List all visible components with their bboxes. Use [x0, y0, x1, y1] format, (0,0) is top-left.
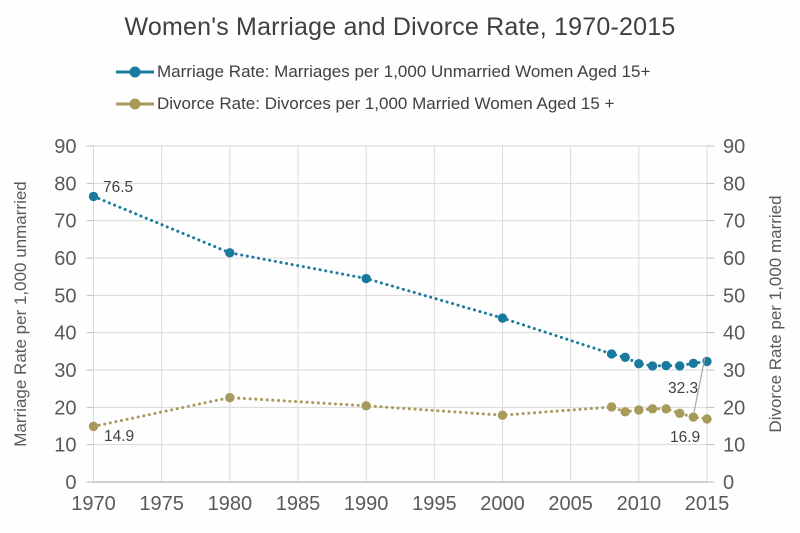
svg-text:30: 30	[54, 360, 76, 382]
divorce-series-marker-icon	[116, 98, 154, 110]
legend-label-divorce: Divorce Rate: Divorces per 1,000 Married…	[157, 94, 615, 113]
svg-text:1975: 1975	[139, 493, 184, 515]
svg-text:70: 70	[54, 211, 76, 233]
svg-text:40: 40	[54, 323, 76, 345]
legend: Marriage Rate: Marriages per 1,000 Unmar…	[116, 56, 650, 120]
svg-text:76.5: 76.5	[103, 179, 133, 196]
legend-item-marriage: Marriage Rate: Marriages per 1,000 Unmar…	[116, 56, 650, 88]
svg-text:60: 60	[54, 248, 76, 270]
svg-text:80: 80	[54, 173, 76, 195]
marriage-series-marker-icon	[116, 66, 154, 78]
svg-text:60: 60	[723, 248, 745, 270]
svg-text:1995: 1995	[412, 493, 457, 515]
svg-text:14.9: 14.9	[104, 428, 134, 445]
svg-text:90: 90	[723, 136, 745, 158]
svg-text:16.9: 16.9	[670, 429, 700, 446]
svg-text:50: 50	[54, 285, 76, 307]
legend-item-divorce: Divorce Rate: Divorces per 1,000 Married…	[116, 88, 650, 120]
svg-text:1980: 1980	[208, 493, 253, 515]
svg-text:2005: 2005	[548, 493, 593, 515]
svg-text:20: 20	[54, 397, 76, 419]
svg-text:0: 0	[723, 472, 734, 494]
svg-text:1970: 1970	[71, 493, 116, 515]
legend-label-marriage: Marriage Rate: Marriages per 1,000 Unmar…	[157, 62, 651, 81]
svg-text:1990: 1990	[344, 493, 389, 515]
svg-text:50: 50	[723, 285, 745, 307]
svg-text:2015: 2015	[685, 493, 730, 515]
svg-text:32.3: 32.3	[668, 380, 698, 397]
svg-text:80: 80	[723, 173, 745, 195]
svg-text:10: 10	[54, 435, 76, 457]
svg-text:1985: 1985	[276, 493, 321, 515]
chart-title: Women's Marriage and Divorce Rate, 1970-…	[124, 13, 676, 41]
svg-text:40: 40	[723, 323, 745, 345]
svg-text:70: 70	[723, 211, 745, 233]
svg-text:10: 10	[723, 435, 745, 457]
svg-text:20: 20	[723, 397, 745, 419]
svg-text:2000: 2000	[480, 493, 525, 515]
svg-text:30: 30	[723, 360, 745, 382]
svg-text:90: 90	[54, 136, 76, 158]
svg-text:0: 0	[65, 472, 76, 494]
svg-text:2010: 2010	[617, 493, 662, 515]
